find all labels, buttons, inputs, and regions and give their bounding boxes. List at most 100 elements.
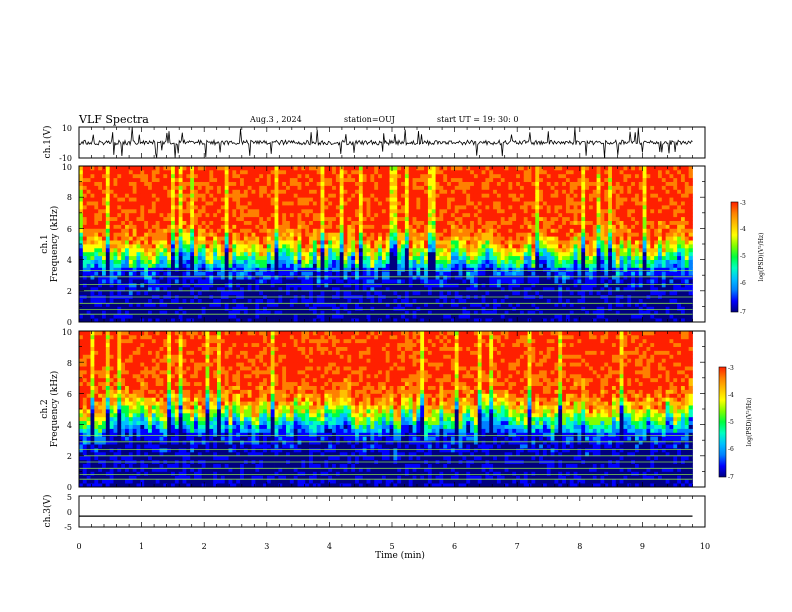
spectrogram-cell [332,236,337,241]
spectrogram-cell [358,177,364,182]
spectrogram-cell [82,169,88,175]
spectrogram-cell [201,290,206,296]
spectrogram-cell [190,279,195,284]
spectrogram-cell [531,177,536,182]
spectrogram-cell [527,279,532,284]
spectrogram-cell [274,236,279,241]
spectrogram-cell [186,259,191,264]
spectrogram-cell [228,310,233,315]
spectrogram-cell [178,259,183,264]
spectrogram-cell [466,193,471,198]
spectrogram-cell [546,255,552,260]
spectrogram-cell [408,189,413,194]
spectrogram-cell [550,240,555,245]
spectrogram-cell [493,255,498,260]
spectrogram-cell [132,283,137,288]
spectrogram-cell [466,263,471,268]
spectrogram-cell [542,220,548,225]
spectrogram-cell [378,197,383,202]
spectrogram-cell [121,302,126,307]
spectrogram-cell [224,201,229,206]
spectrogram-cell [171,279,176,284]
spectrogram-cell [243,232,249,237]
spectrogram-cell [385,197,390,202]
spectrogram-cell [404,232,410,237]
spectrogram-cell [508,244,513,249]
spectrogram-cell [251,193,256,198]
spectrogram-cell [86,224,91,229]
spectrogram-cell [431,193,436,198]
spectrogram-cell [477,224,482,229]
spectrogram-cell [489,318,494,323]
spectrogram-cell [316,193,321,198]
spectrogram-cell [397,181,402,186]
spectrogram-cell [201,302,206,307]
spectrogram-cell [485,201,490,206]
spectrogram-cell [159,279,164,284]
spectrogram-cell [542,251,548,257]
spectrogram-cell [435,271,440,276]
spectrogram-cell [90,286,95,292]
spectrogram-cell [493,306,498,311]
spectrogram-cell [339,279,344,284]
spectrogram-cell [523,193,528,198]
spectrogram-cell [389,283,394,288]
spectrogram-cell [316,216,321,221]
figure-start-ut: start UT = 19: 30: 0 [437,115,518,124]
spectrogram-cell [224,212,229,218]
spectrogram-cell [542,286,548,292]
spectrogram-cell [542,310,548,315]
spectrogram-cell [408,185,413,190]
spectrogram-cell [159,251,164,257]
spectrogram-cell [462,310,467,315]
spectrogram-cell [485,197,490,202]
spectrogram-cell [385,169,390,175]
spectrogram-cell [416,212,421,218]
spectrogram-cell [232,271,237,276]
spectrogram-cell [324,259,329,264]
spectrogram-cell [171,314,176,319]
spectrogram-cell [424,205,429,210]
spectrogram-cell [416,279,421,284]
spectrogram-cell [447,193,452,198]
spectrogram-cell [378,224,383,229]
spectrogram-cell [424,181,429,186]
spectrogram-cell [278,177,283,182]
spectrogram-cell [171,236,176,241]
spectrogram-cell [270,283,275,288]
spectrogram-cell [374,166,379,171]
spectrogram-cell [347,166,352,171]
spectrogram-cell [121,220,126,225]
spectrogram-cell [305,193,310,198]
spectrogram-cell [301,232,306,237]
spectrogram-cell [167,263,172,268]
spectrogram-cell [489,232,494,237]
spectrogram-cell [546,189,552,194]
spectrogram-cell [470,283,475,288]
spectrogram-cell [546,314,552,319]
spectrogram-cell [178,189,183,194]
spectrogram-cell [79,205,84,210]
spectrogram-cell [343,298,348,303]
spectrogram-cell [86,236,91,241]
spectrogram-cell [102,314,107,319]
spectrogram-cell [251,236,256,241]
spectrogram-cell [286,232,291,237]
spectrogram-cell [542,290,548,296]
spectrogram-cell [504,263,509,268]
spectrogram-cell [343,279,348,284]
spectrogram-cell [546,169,552,175]
spectrogram-cell [105,271,111,276]
spectrogram-cell [102,212,107,218]
spectrogram-cell [286,193,291,198]
spectrogram-cell [109,189,114,194]
spectrogram-cell [439,244,444,249]
spectrogram-cell [309,181,314,186]
spectrogram-cell [412,224,417,229]
spectrogram-cell [228,232,233,237]
spectrogram-cell [385,193,390,198]
spectrogram-cell [163,166,168,171]
spectrogram-cell [477,177,482,182]
spectrogram-cell [362,314,367,319]
spectrogram-cell [144,185,149,190]
